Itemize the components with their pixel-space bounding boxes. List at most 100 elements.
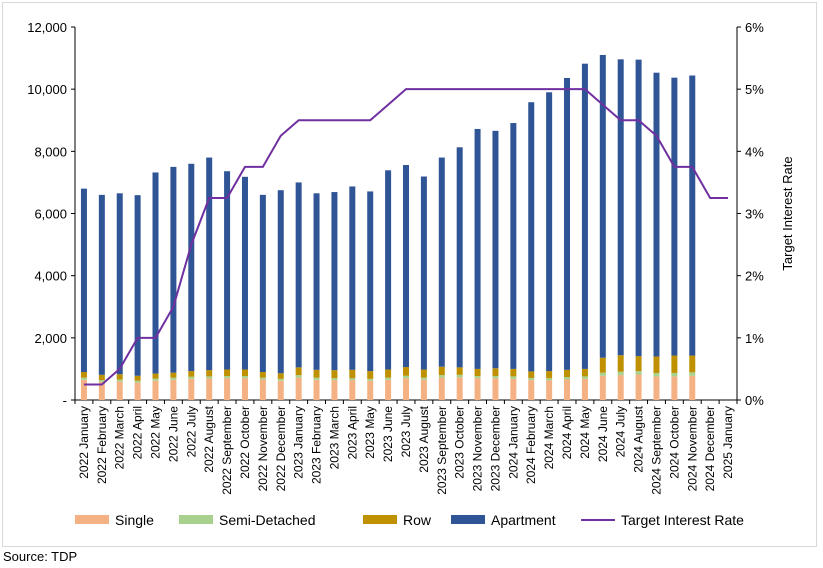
bar-single: [331, 380, 338, 400]
bar-row: [456, 367, 463, 375]
legend-label-row: Row: [403, 512, 432, 528]
chart-frame: - 2,000 4,000 6,000 8,000 10,000 12,000 0% 1% 2% 3…: [2, 2, 817, 547]
bar-semi-detached: [689, 372, 696, 376]
bar-semi-detached: [599, 372, 606, 376]
bar-row: [134, 375, 141, 381]
x-tick-label: 2023 May: [363, 406, 377, 459]
bar-semi-detached: [295, 375, 302, 378]
bar-apartment: [224, 171, 231, 370]
bar-apartment: [689, 75, 696, 356]
x-tick-label: 2024 September: [649, 406, 663, 495]
y-left-tick-label: 2,000: [34, 331, 67, 346]
bar-row: [528, 371, 535, 378]
x-tick-label: 2024 January: [506, 406, 520, 479]
x-tick-label: 2022 November: [256, 406, 270, 491]
legend-swatch-single: [75, 515, 109, 524]
bar-single: [528, 380, 535, 400]
bar-apartment: [188, 163, 195, 372]
bar-row: [420, 369, 427, 378]
legend-swatch-row: [363, 515, 397, 524]
bar-row: [331, 370, 338, 379]
bar-single: [492, 378, 499, 400]
bar-single: [313, 379, 320, 400]
bar-single: [295, 377, 302, 400]
bar-apartment: [653, 72, 660, 357]
bar-apartment: [456, 147, 463, 368]
bar-apartment: [617, 59, 624, 356]
x-tick-label: 2023 December: [488, 406, 502, 491]
x-tick-label: 2024 October: [667, 406, 681, 479]
x-tick-label: 2022 January: [77, 406, 91, 479]
bar-semi-detached: [116, 379, 123, 382]
y-right-axis-title: Target Interest Rate: [780, 156, 795, 270]
bar-semi-detached: [170, 377, 177, 380]
bar-row: [80, 372, 87, 378]
bar-apartment: [546, 92, 553, 372]
x-tick-label: 2024 April: [560, 406, 574, 459]
x-tick-label: 2022 September: [220, 406, 234, 495]
bar-apartment: [331, 192, 338, 371]
x-tick-label: 2023 March: [327, 406, 341, 469]
bar-semi-detached: [528, 377, 535, 381]
bar-semi-detached: [671, 372, 678, 377]
bar-single: [277, 380, 284, 400]
x-tick-label: 2023 August: [417, 405, 431, 472]
bar-single: [510, 378, 517, 400]
bar-single: [134, 382, 141, 400]
bar-semi-detached: [474, 376, 481, 379]
bar-row: [241, 369, 248, 377]
bar-apartment: [134, 195, 141, 376]
bar-apartment: [599, 54, 606, 358]
bar-apartment: [313, 193, 320, 370]
bar-single: [689, 375, 696, 400]
bar-single: [224, 378, 231, 400]
x-tick-label: 2024 July: [614, 406, 628, 457]
bar-single: [349, 380, 356, 400]
bar-semi-detached: [456, 374, 463, 378]
bar-row: [259, 372, 266, 378]
bar-apartment: [635, 59, 642, 357]
x-tick-label: 2024 June: [596, 406, 610, 462]
bar-semi-detached: [331, 378, 338, 381]
bar-apartment: [438, 157, 445, 367]
bar-single: [170, 379, 177, 400]
y-left-tick-label: 6,000: [34, 207, 67, 222]
y-left-tick-label: 12,000: [27, 20, 67, 35]
bar-single: [367, 380, 374, 400]
bar-semi-detached: [134, 380, 141, 383]
x-tick-label: 2022 June: [166, 406, 180, 462]
bar-semi-detached: [224, 376, 231, 379]
bar-single: [241, 378, 248, 400]
bar-single: [564, 379, 571, 400]
bar-apartment: [259, 194, 266, 373]
line-target-interest-rate: [83, 88, 729, 386]
bar-semi-detached: [241, 376, 248, 379]
x-tick-label: 2022 July: [184, 406, 198, 457]
x-tick-label: 2023 July: [399, 406, 413, 457]
bar-semi-detached: [206, 376, 213, 379]
legend-label-apartment: Apartment: [491, 512, 556, 528]
bar-apartment: [295, 182, 302, 368]
bar-semi-detached: [188, 376, 195, 379]
bar-row: [474, 368, 481, 377]
bar-single: [617, 375, 624, 400]
legend-label-semi-detached: Semi-Detached: [219, 512, 316, 528]
bar-row: [599, 357, 606, 373]
bar-single: [599, 375, 606, 400]
bar-single: [80, 379, 87, 400]
bar-semi-detached: [313, 377, 320, 380]
bar-apartment: [564, 77, 571, 370]
x-tick-label: 2023 September: [435, 406, 449, 495]
bar-row: [224, 369, 231, 377]
bar-semi-detached: [492, 376, 499, 379]
bar-row: [349, 369, 356, 379]
bar-semi-detached: [349, 378, 356, 381]
bar-single: [546, 380, 553, 400]
bar-single: [152, 380, 159, 400]
bar-semi-detached: [80, 377, 87, 380]
bar-row: [671, 355, 678, 373]
bar-single: [474, 378, 481, 400]
x-tick-label: 2023 October: [453, 406, 467, 479]
bar-semi-detached: [564, 376, 571, 380]
legend-label-target-interest-rate: Target Interest Rate: [621, 512, 744, 528]
